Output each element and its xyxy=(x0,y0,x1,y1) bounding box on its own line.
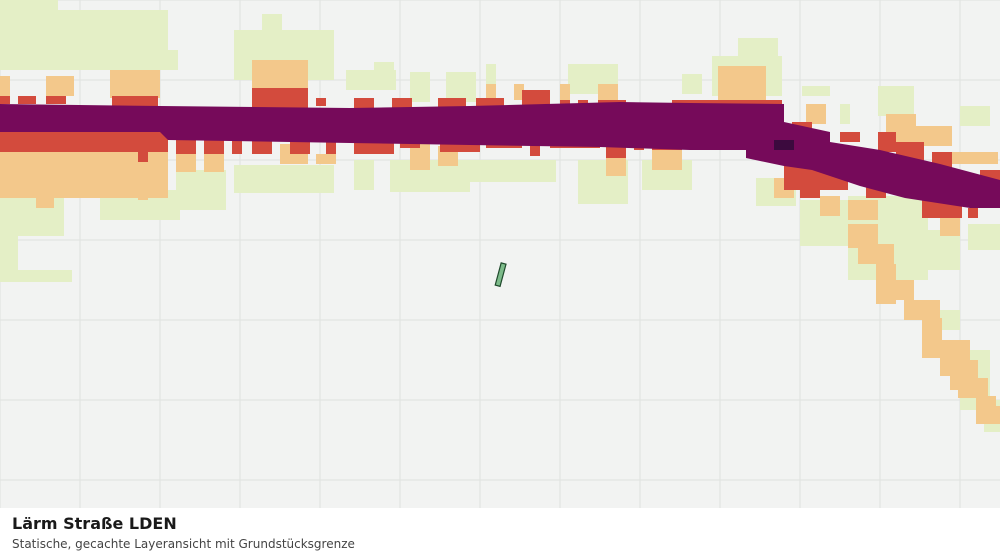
noise-zone xyxy=(522,90,550,108)
noise-zone xyxy=(802,86,830,96)
caption-panel: Lärm Straße LDEN Statische, gecachte Lay… xyxy=(0,508,1000,560)
noise-zone xyxy=(374,62,394,72)
noise-zone xyxy=(0,0,58,10)
noise-zone xyxy=(878,86,914,116)
layer-title: Lärm Straße LDEN xyxy=(12,514,177,533)
noise-zone xyxy=(446,72,476,102)
noise-zone xyxy=(176,150,196,172)
noise-zone xyxy=(652,150,682,170)
noise-zone xyxy=(912,126,952,146)
noise-zone xyxy=(968,224,1000,250)
noise-zone xyxy=(476,98,504,108)
noise-zone xyxy=(252,88,308,108)
noise-zone xyxy=(968,208,978,218)
noise-zone xyxy=(234,165,334,193)
noise-layers xyxy=(0,0,1000,432)
noise-zone xyxy=(960,106,990,126)
noise-zone xyxy=(848,200,878,220)
noise-zone xyxy=(806,104,826,124)
noise-zone xyxy=(800,186,820,198)
noise-zone xyxy=(958,378,988,398)
noise-zone xyxy=(598,84,618,104)
noise-zone xyxy=(900,230,960,270)
noise-zone xyxy=(986,406,1000,424)
noise-zone xyxy=(232,134,242,154)
noise-zone xyxy=(878,132,896,152)
noise-zone xyxy=(858,244,894,264)
noise-zone xyxy=(486,84,496,100)
noise-zone xyxy=(514,84,524,100)
noise-zone xyxy=(940,310,960,330)
noise-zone xyxy=(950,152,998,164)
noise-zone xyxy=(36,196,54,208)
noise-zone xyxy=(316,98,326,106)
noise-zone xyxy=(486,64,496,84)
noise-zone xyxy=(46,96,66,104)
layer-subtitle: Statische, gecachte Layeransicht mit Gru… xyxy=(12,537,355,551)
noise-zone xyxy=(110,70,160,98)
noise-zone xyxy=(980,170,1000,180)
noise-zone xyxy=(0,96,10,104)
noise-zone xyxy=(840,132,860,142)
noise-zone xyxy=(168,50,178,70)
noise-zone xyxy=(886,280,914,300)
noise-zone xyxy=(820,196,840,216)
noise-zone xyxy=(0,132,168,152)
noise-zone xyxy=(738,38,778,58)
noise-zone xyxy=(0,76,10,96)
noise-map xyxy=(0,0,1000,508)
noise-zone xyxy=(718,66,766,104)
noise-zone xyxy=(316,154,336,164)
noise-zone xyxy=(18,96,36,104)
noise-zone-peak xyxy=(774,140,794,150)
noise-zone xyxy=(392,98,412,108)
noise-zone xyxy=(0,198,18,278)
map-background xyxy=(0,0,1000,508)
noise-zone xyxy=(940,214,960,236)
noise-zone xyxy=(46,76,74,96)
noise-zone xyxy=(326,134,336,154)
noise-zone xyxy=(940,208,960,218)
noise-zone xyxy=(466,160,556,182)
noise-zone xyxy=(560,84,570,100)
parcel-boundary[interactable] xyxy=(494,262,507,288)
noise-zone xyxy=(0,270,72,282)
noise-zone xyxy=(252,60,308,90)
noise-zone-high xyxy=(0,102,1000,208)
noise-zone xyxy=(410,72,430,102)
noise-zone xyxy=(682,74,702,94)
noise-zone xyxy=(904,300,940,320)
noise-zone xyxy=(354,98,374,108)
noise-zone xyxy=(0,10,168,70)
noise-zone xyxy=(438,98,466,108)
noise-zone xyxy=(262,14,282,34)
noise-zone xyxy=(346,70,396,90)
noise-zone xyxy=(138,150,148,162)
noise-zone xyxy=(354,160,374,190)
noise-zone xyxy=(606,156,626,176)
noise-zone xyxy=(204,150,224,172)
noise-zone xyxy=(176,170,226,210)
noise-zone xyxy=(138,190,148,200)
noise-zone xyxy=(922,318,942,358)
noise-zone xyxy=(840,104,850,124)
